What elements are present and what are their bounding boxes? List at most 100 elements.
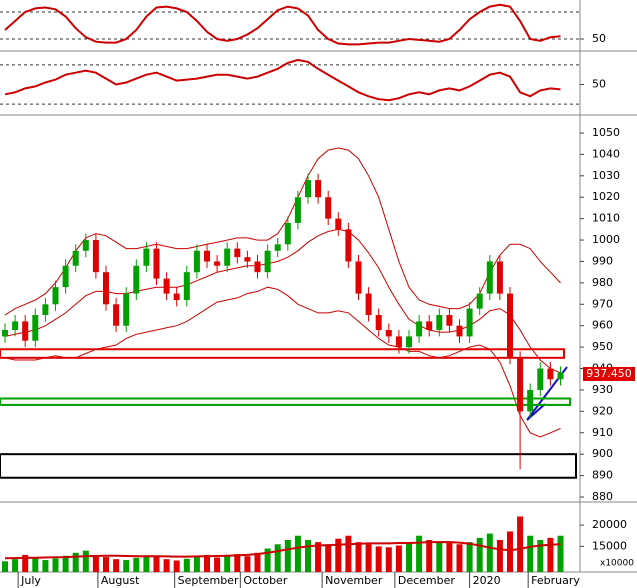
volume-bar [274,544,281,572]
candle-body [193,250,200,273]
volume-bar [486,533,493,572]
volume-bar [406,542,412,572]
volume-bar [456,544,463,572]
volume-bar [305,539,311,572]
volume-bar [527,535,534,572]
y-tick-label: 1030 [592,169,620,182]
x-tick-label: August [101,574,140,587]
volume-bar [214,557,221,572]
y-tick-label: 1050 [592,126,620,139]
candle-body [123,293,130,326]
candle-body [365,293,372,315]
volume-bar [264,548,271,572]
candle-body [456,325,463,337]
volume-bar [72,552,79,572]
candle-body [274,244,281,251]
y-tick-label: 20000 [592,518,627,531]
volume-bar [173,560,180,572]
price-zone [0,397,571,406]
y-tick-label: 930 [592,383,613,396]
candle-body [163,278,170,294]
x-tick-label: September [178,574,239,587]
candle-body [82,240,89,251]
volume-bar [254,552,261,572]
volume-bar [446,541,453,572]
oscillator-line [4,3,561,46]
candle-body [183,272,190,301]
volume-bar [476,537,483,572]
last-price-label: 937.450 [586,367,632,380]
candle-body [537,368,544,390]
volume-bar [355,542,362,572]
volume-bar [294,535,301,572]
candle-body [466,308,473,337]
candle-body [224,248,231,266]
unit-label: x10000 [600,559,634,569]
candle-body [92,240,99,273]
volume-bar [113,559,120,572]
candle-body [446,314,453,326]
volume-bar [32,557,39,572]
x-tick-label: December [398,574,456,587]
candle-body [153,248,160,279]
candle-body [2,329,8,337]
candle-body [486,261,493,294]
candle-body [22,321,29,341]
volume-bar [507,531,513,572]
volume-bar [133,557,140,572]
volume-bar [62,555,69,572]
candle-body [133,265,140,294]
volume-bar [234,554,241,572]
candle-body [476,293,483,309]
y-tick-label: 960 [592,319,613,332]
candle-body [62,265,69,288]
candle-body [496,261,503,294]
volume-bar [244,556,251,572]
candle-body [325,197,332,219]
volume-bar [183,558,190,572]
volume-bar [335,538,342,572]
candle-body [305,180,311,198]
y-tick-label: 1010 [592,212,620,225]
volume-bar [103,557,109,572]
y-tick-label: 950 [592,340,613,353]
candle-body [173,293,180,301]
volume-bar [537,539,544,572]
candle-body [113,304,120,326]
bollinger-band [4,147,561,316]
x-tick-label: February [531,574,580,587]
candle-body [406,336,412,348]
candle-body [12,321,19,330]
x-tick-label: November [325,574,383,587]
volume-bar [385,547,392,572]
volume-bar [466,542,473,572]
volume-bar [143,555,150,572]
candle-body [103,272,109,305]
candle-body [507,293,513,358]
candle-body [395,336,402,348]
volume-bar [557,535,564,572]
volume-bar [325,545,332,572]
candle-body [517,357,524,412]
y-tick-label: 970 [592,297,613,310]
candle-body [315,180,322,198]
candle-body [557,372,564,380]
oscillator-line [4,58,561,102]
volume-bar [92,554,99,572]
volume-bar [12,559,19,572]
volume-bar [365,544,372,572]
volume-bar [2,561,8,572]
candle-body [547,368,554,380]
candle-body [416,321,423,337]
volume-bar [52,558,59,572]
y-tick-label: 15000 [592,539,627,552]
x-tick-label: October [243,574,287,587]
volume-bar [375,546,382,572]
candle-body [143,248,150,266]
candle-body [72,250,79,266]
candle-body [284,222,291,245]
y-tick-label: 990 [592,254,613,267]
y-tick-label: 50 [592,32,606,45]
y-tick-label: 900 [592,447,613,460]
